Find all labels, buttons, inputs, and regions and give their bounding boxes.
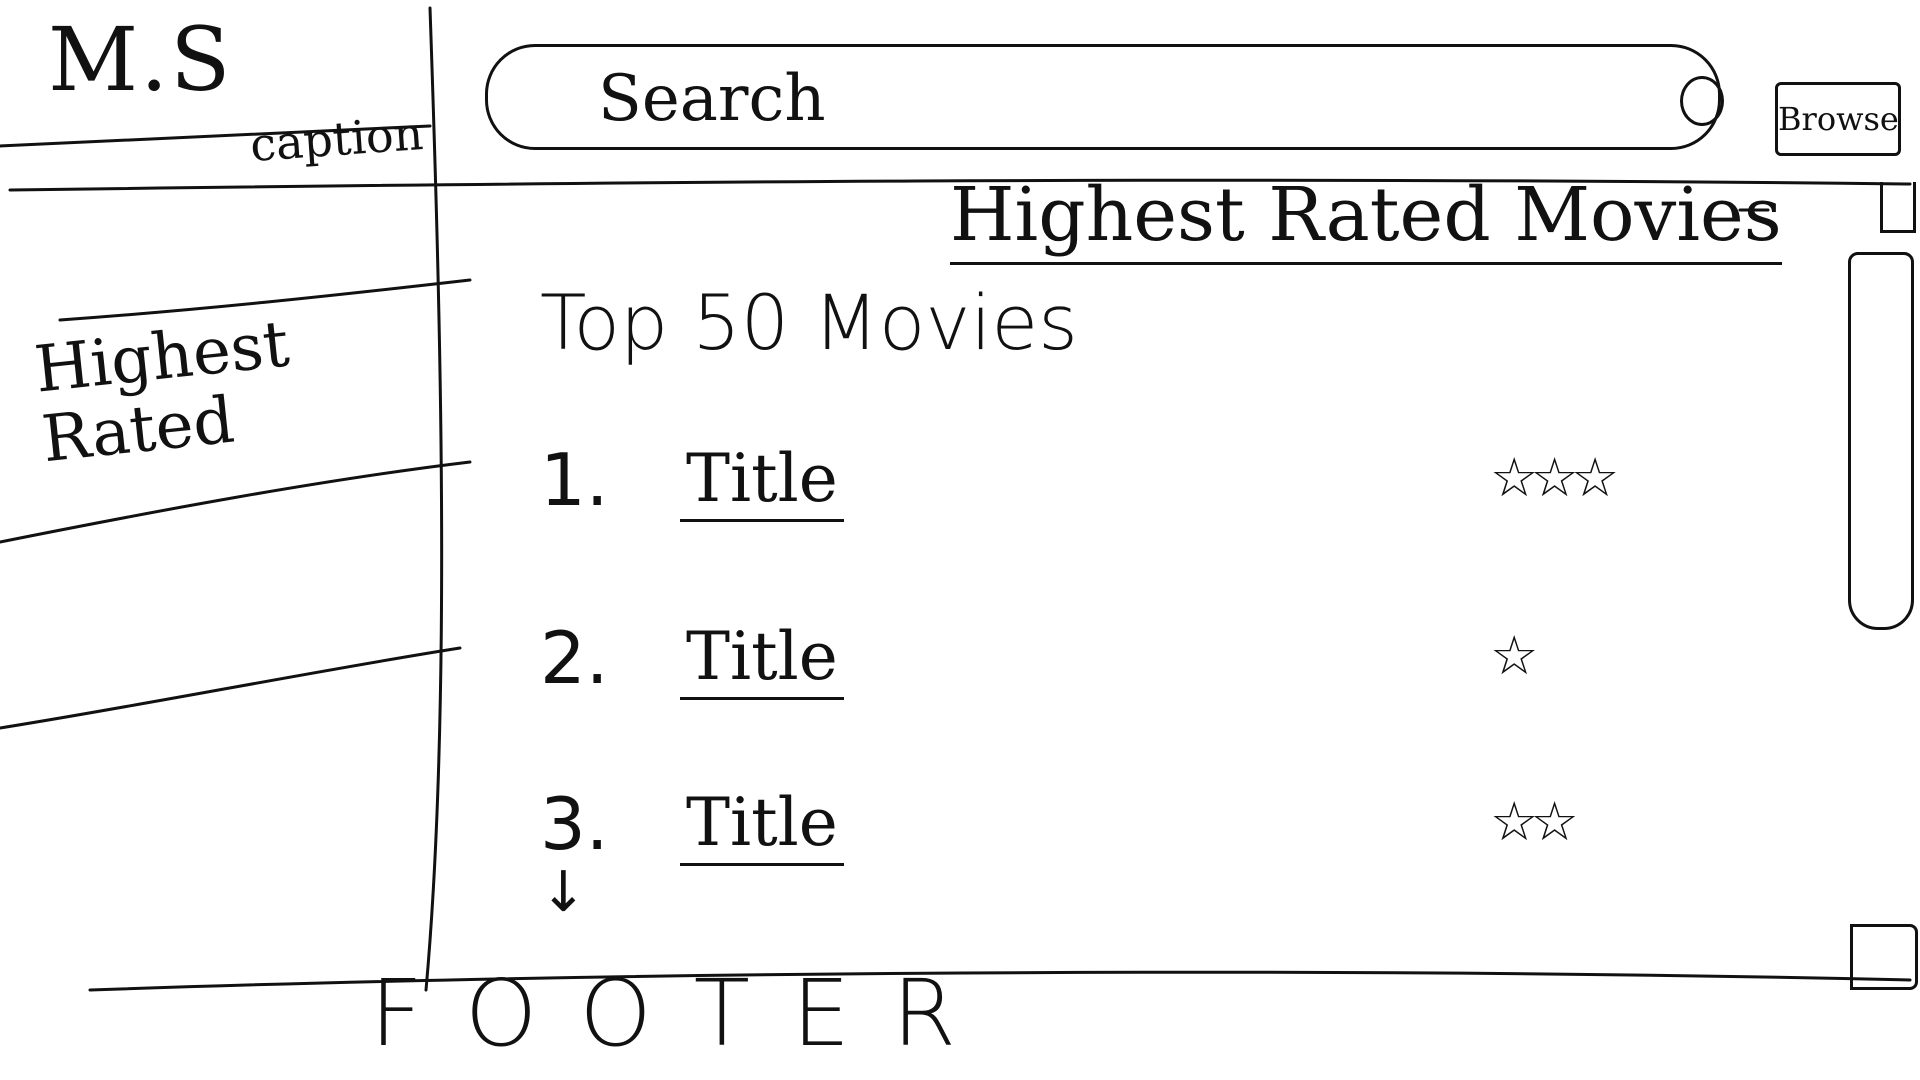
star-rating-icon: ☆☆☆: [1490, 446, 1619, 509]
search-icon[interactable]: [1680, 76, 1724, 126]
search-input[interactable]: [596, 56, 1500, 142]
movie-title-link[interactable]: Title: [680, 440, 844, 522]
section-title: Top 50 Movies: [540, 278, 1078, 367]
footer-divider: [88, 970, 1912, 992]
sidebar-divider: [424, 6, 444, 992]
scroll-down-icon[interactable]: [1850, 924, 1918, 990]
movie-title-link[interactable]: Title: [680, 618, 844, 700]
sidebar-item-top-line: [58, 278, 472, 322]
page-title: Highest Rated Movies: [950, 172, 1782, 265]
sidebar-item-bottom-line: [0, 460, 472, 544]
star-rating-icon: ☆☆: [1490, 790, 1579, 853]
movie-rank: 3.: [540, 782, 609, 866]
movie-row: 2. Title ☆: [540, 598, 1680, 718]
star-rating-icon: ☆: [1490, 624, 1539, 687]
movie-title-link[interactable]: Title: [680, 784, 844, 866]
scroll-up-icon[interactable]: [1880, 182, 1916, 233]
movie-row: 3. Title ☆☆: [540, 764, 1680, 884]
movie-row: 1. Title ☆☆☆: [540, 420, 1680, 540]
header-divider: [8, 178, 1912, 192]
app-logo[interactable]: M.S: [48, 8, 233, 111]
movie-rank: 1.: [540, 438, 609, 522]
browse-button[interactable]: Browse: [1775, 82, 1901, 156]
footer: FOOTER: [370, 960, 998, 1067]
sidebar-lower-line: [0, 646, 462, 730]
more-indicator-arrow-icon: ↓: [540, 860, 587, 925]
scrollbar-thumb[interactable]: [1848, 252, 1914, 630]
movie-rank: 2.: [540, 616, 609, 700]
logo-divider: [0, 124, 432, 148]
